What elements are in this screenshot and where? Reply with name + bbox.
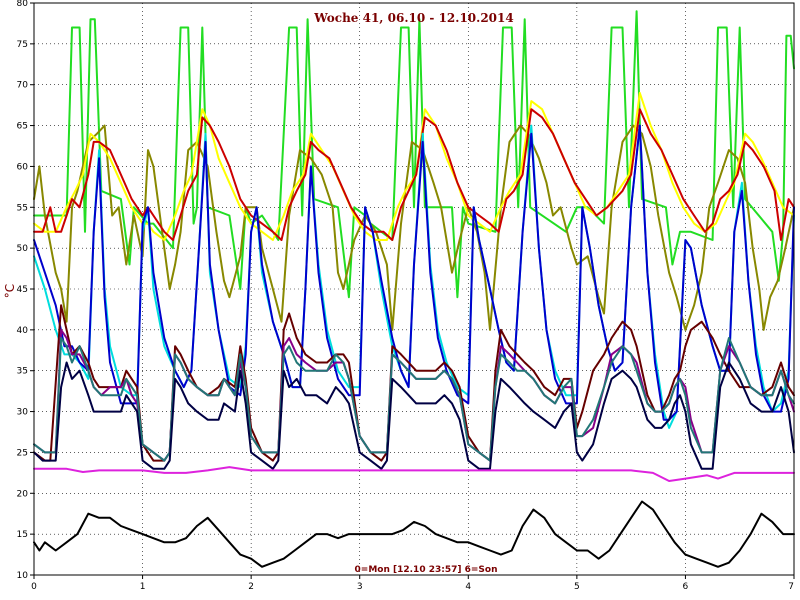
series-line-9 — [33, 337, 795, 462]
series-line-7 — [33, 304, 795, 462]
series-line-1 — [33, 10, 795, 299]
y-tick-label-60: 60 — [17, 162, 29, 172]
chart-footer: 0=Mon [12.10 23:57] 6=Son — [355, 565, 498, 575]
y-tick-label-35: 35 — [17, 367, 28, 377]
y-tick-label-15: 15 — [17, 530, 28, 540]
series-line-11 — [33, 466, 795, 482]
series-layer — [33, 10, 795, 568]
x-tick-label-7: 7 — [788, 582, 794, 592]
y-tick-label-25: 25 — [17, 448, 28, 458]
series-line-3 — [33, 91, 795, 241]
y-axis-label: °C — [3, 284, 17, 298]
y-tick-label-45: 45 — [17, 285, 28, 295]
chart-title: Woche 41, 06.10 - 12.10.2014 — [313, 11, 513, 25]
y-tick-label-80: 80 — [17, 0, 29, 9]
series-line-10 — [33, 361, 795, 470]
x-tick-label-3: 3 — [357, 582, 363, 592]
y-tick-label-75: 75 — [17, 40, 28, 50]
series-line-4 — [33, 108, 795, 241]
y-tick-label-40: 40 — [17, 326, 29, 336]
x-axis-ticks: 0 1 2 3 4 5 6 7 — [31, 575, 795, 592]
y-tick-label-50: 50 — [17, 244, 29, 254]
series-line-12 — [33, 500, 795, 568]
grid — [34, 3, 794, 575]
y-tick-label-65: 65 — [17, 122, 28, 132]
y-tick-label-30: 30 — [17, 408, 29, 418]
y-tick-label-55: 55 — [17, 203, 28, 213]
y-tick-label-10: 10 — [17, 571, 29, 581]
x-tick-label-6: 6 — [683, 582, 689, 592]
x-tick-label-0: 0 — [31, 582, 37, 592]
x-tick-label-4: 4 — [465, 582, 471, 592]
x-tick-label-5: 5 — [574, 582, 580, 592]
x-tick-label-2: 2 — [248, 582, 254, 592]
x-tick-label-1: 1 — [140, 582, 146, 592]
y-axis-ticks: 10 15 20 25 30 35 40 45 50 55 60 65 70 75 80 — [17, 0, 34, 581]
y-tick-label-70: 70 — [17, 81, 29, 91]
y-tick-label-20: 20 — [17, 489, 29, 499]
